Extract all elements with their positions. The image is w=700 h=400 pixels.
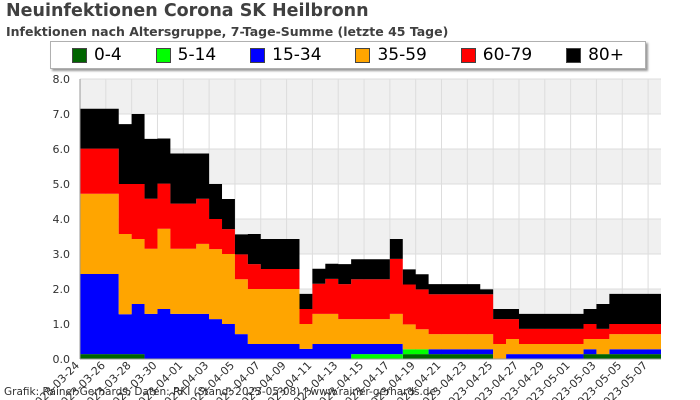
area-series-15-34 <box>80 273 661 359</box>
legend-label-35-59: 35-59 <box>377 45 427 65</box>
legend-item-35-59: 35-59 <box>355 45 427 65</box>
chart-subtitle: Infektionen nach Altersgruppe, 7-Tage-Su… <box>6 24 449 39</box>
legend-swatch-5-14 <box>155 47 171 63</box>
legend-swatch-80-plus <box>566 47 582 63</box>
area-series-80+ <box>80 108 661 329</box>
legend: 0-4 5-14 15-34 35-59 60-79 80+ <box>50 41 646 69</box>
y-tick-label: 2.0 <box>53 283 71 296</box>
y-tick-label: 1.0 <box>53 318 71 331</box>
grid-band <box>80 79 661 114</box>
area-series-60-79 <box>80 148 661 344</box>
y-tick-label: 3.0 <box>53 248 71 261</box>
y-tick-label: 5.0 <box>53 178 71 191</box>
legend-swatch-35-59 <box>355 47 371 63</box>
legend-label-80-plus: 80+ <box>588 45 624 65</box>
area-series-35-59 <box>80 193 661 359</box>
footer-credit: Grafik: Rainer Gerhards, Daten: RKI (Sta… <box>4 386 436 398</box>
chart-title: Neuinfektionen Corona SK Heilbronn <box>6 1 369 21</box>
legend-label-0-4: 0-4 <box>93 45 122 65</box>
legend-swatch-60-79 <box>460 47 476 63</box>
legend-item-80-plus: 80+ <box>566 45 624 65</box>
legend-swatch-15-34 <box>250 47 266 63</box>
legend-item-5-14: 5-14 <box>155 45 217 65</box>
y-tick-label: 0.0 <box>53 353 71 366</box>
legend-label-5-14: 5-14 <box>177 45 217 65</box>
legend-item-0-4: 0-4 <box>71 45 122 65</box>
y-tick-label: 4.0 <box>53 213 71 226</box>
legend-label-60-79: 60-79 <box>482 45 533 65</box>
y-tick-label: 8.0 <box>53 73 71 86</box>
legend-label-15-34: 15-34 <box>272 45 322 65</box>
legend-item-15-34: 15-34 <box>250 45 322 65</box>
y-tick-label: 6.0 <box>53 143 71 156</box>
y-tick-label: 7.0 <box>53 108 71 121</box>
legend-swatch-0-4 <box>71 47 87 63</box>
legend-item-60-79: 60-79 <box>460 45 533 65</box>
grid-band <box>80 114 661 149</box>
